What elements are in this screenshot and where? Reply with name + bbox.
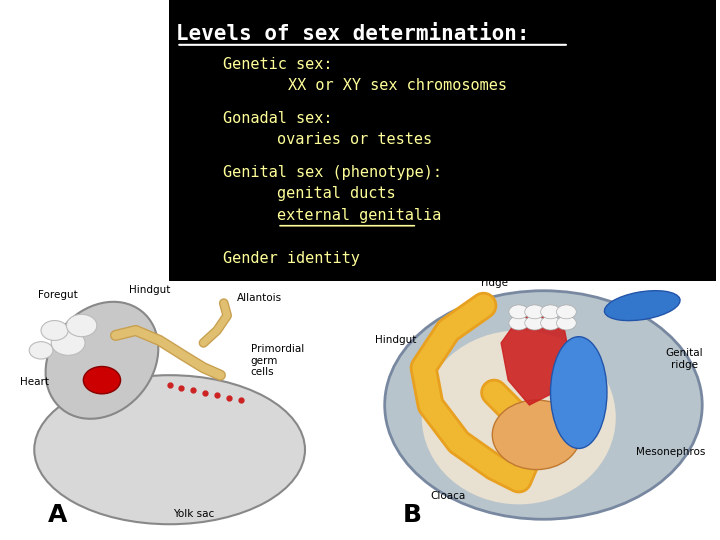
Text: Gender identity: Gender identity bbox=[223, 251, 360, 266]
Ellipse shape bbox=[35, 375, 305, 524]
Text: Gonadal sex:: Gonadal sex: bbox=[223, 111, 333, 126]
Circle shape bbox=[525, 305, 544, 319]
Circle shape bbox=[51, 330, 85, 355]
Circle shape bbox=[557, 316, 576, 330]
Text: XX or XY sex chromosomes: XX or XY sex chromosomes bbox=[288, 78, 507, 93]
Text: Genital sex (phenotype):: Genital sex (phenotype): bbox=[223, 165, 442, 180]
Text: Levels of sex determination:: Levels of sex determination: bbox=[176, 24, 530, 44]
Text: Primordial
germ
cells: Primordial germ cells bbox=[251, 344, 304, 377]
Circle shape bbox=[557, 305, 576, 319]
Circle shape bbox=[541, 316, 560, 330]
Ellipse shape bbox=[492, 400, 580, 470]
Ellipse shape bbox=[384, 291, 702, 519]
Text: Heart: Heart bbox=[19, 377, 49, 387]
Text: Yolk sac: Yolk sac bbox=[173, 509, 214, 519]
Text: B: B bbox=[402, 503, 421, 526]
Text: Cloaca: Cloaca bbox=[431, 491, 466, 502]
Polygon shape bbox=[501, 310, 572, 405]
Circle shape bbox=[509, 316, 528, 330]
Text: Hindgut: Hindgut bbox=[374, 335, 416, 345]
Text: Genital
ridge: Genital ridge bbox=[666, 348, 703, 370]
Ellipse shape bbox=[45, 302, 158, 419]
Circle shape bbox=[541, 305, 560, 319]
Text: Mesonephros: Mesonephros bbox=[636, 447, 705, 457]
Text: Foregut: Foregut bbox=[38, 290, 78, 300]
Text: Genetic sex:: Genetic sex: bbox=[223, 57, 333, 72]
Circle shape bbox=[84, 367, 120, 394]
Text: Hindgut: Hindgut bbox=[129, 285, 170, 295]
Ellipse shape bbox=[422, 330, 616, 504]
Circle shape bbox=[66, 314, 97, 337]
Circle shape bbox=[525, 316, 544, 330]
Text: external genitalia: external genitalia bbox=[277, 208, 441, 223]
Text: Allantois: Allantois bbox=[238, 293, 282, 303]
Text: A: A bbox=[48, 503, 67, 526]
Text: ovaries or testes: ovaries or testes bbox=[277, 132, 432, 147]
Circle shape bbox=[30, 342, 53, 359]
Circle shape bbox=[509, 305, 528, 319]
Text: Genital
ridge: Genital ridge bbox=[475, 266, 513, 288]
Ellipse shape bbox=[604, 291, 680, 321]
Circle shape bbox=[41, 321, 68, 340]
Ellipse shape bbox=[551, 337, 607, 448]
FancyBboxPatch shape bbox=[169, 0, 716, 281]
Text: genital ducts: genital ducts bbox=[277, 186, 396, 201]
